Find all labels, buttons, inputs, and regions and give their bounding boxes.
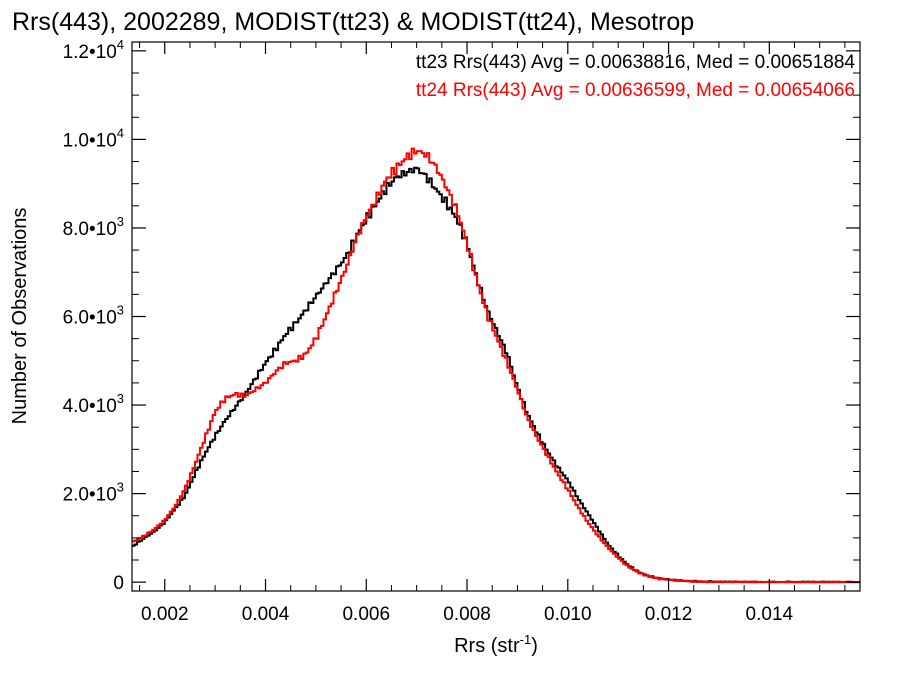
x-tick-label: 0.012 [645, 604, 693, 625]
x-tick-label: 0.010 [544, 604, 592, 625]
x-axis-ticks [139, 42, 846, 591]
plot-area [131, 41, 861, 592]
y-tick-label: 4.0•103​ [63, 391, 124, 417]
x-axis-label-superscript: -1 [520, 632, 532, 647]
x-tick-label: 0.002 [141, 604, 189, 625]
x-axis-tick-labels: 0.002 0.004 0.006 0.008 0.010 0.012 0.014 [141, 604, 794, 625]
plot-frame [131, 41, 861, 592]
x-tick-label: 0.004 [242, 604, 290, 625]
y-tick-label: 2.0•103​ [63, 480, 124, 506]
x-axis-label-close: ) [531, 635, 538, 657]
y-tick-label: 1.0•104​ [63, 125, 124, 151]
x-axis-label: Rrs (str-1) [454, 632, 538, 657]
y-tick-label: 1.2•104​ [63, 37, 124, 63]
y-axis-label: Number of Observations [9, 208, 31, 425]
series-layer [132, 147, 860, 584]
legend: tt23 Rrs(443) Avg = 0.00638816, Med = 0.… [416, 52, 856, 101]
chart-title: Rrs(443), 2002289, MODIST(tt23) & MODIST… [12, 8, 694, 36]
y-axis-tick-labels: 0 2.0•103​ 4.0•103​ 6.0•103​ 8.0•103​ 1.0•104… [63, 37, 124, 594]
x-tick-label: 0.008 [443, 604, 491, 625]
series-line-tt23 [132, 166, 860, 584]
x-tick-label: 0.006 [342, 604, 390, 625]
y-tick-label: 6.0•103​ [63, 303, 124, 329]
x-axis-label-text: Rrs (str [454, 635, 520, 657]
y-tick-label: 8.0•103​ [63, 214, 124, 240]
legend-entry-tt24: tt24 Rrs(443) Avg = 0.00636599, Med = 0.… [416, 80, 855, 101]
y-axis-ticks [132, 50, 860, 583]
series-line-tt24 [132, 147, 860, 584]
x-tick-label: 0.014 [746, 604, 794, 625]
legend-entry-tt23: tt23 Rrs(443) Avg = 0.00638816, Med = 0.… [416, 52, 856, 73]
y-tick-label: 0 [113, 573, 124, 594]
